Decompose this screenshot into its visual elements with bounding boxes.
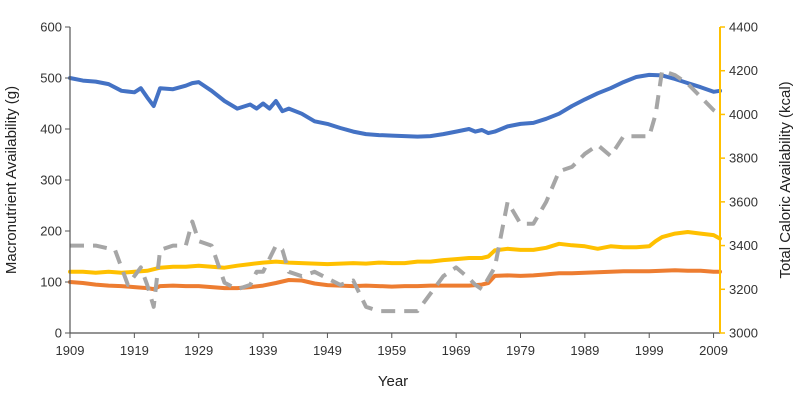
series-line-2 <box>68 230 722 275</box>
x-tick-label: 2009 <box>699 343 728 358</box>
right-y-tick-label: 3800 <box>729 151 758 166</box>
right-y-tick-label: 3200 <box>729 282 758 297</box>
left-y-tick-label: 300 <box>40 173 62 188</box>
right-y-tick-label: 4400 <box>729 20 758 35</box>
left-y-tick-label: 600 <box>40 20 62 35</box>
x-tick-label: 1969 <box>442 343 471 358</box>
x-tick-label: 1979 <box>506 343 535 358</box>
series-line-1 <box>68 72 722 139</box>
x-tick-label: 1999 <box>635 343 664 358</box>
x-axis-ticks: 1909 1919 1929 1939 1949 1959 1969 1979 1989 1999… <box>56 333 728 358</box>
right-y-tick-label: 3400 <box>729 238 758 253</box>
x-axis-title: Year <box>378 373 408 390</box>
left-y-tick-label: 200 <box>40 224 62 239</box>
right-y-tick-label: 3600 <box>729 194 758 209</box>
left-y-axis-ticks: 0 100 200 300 400 500 600 <box>40 20 70 341</box>
right-y-axis-title: Total Caloric Availability (kcal) <box>777 81 794 278</box>
left-y-tick-label: 400 <box>40 122 62 137</box>
x-tick-label: 1939 <box>249 343 278 358</box>
x-tick-label: 1929 <box>184 343 213 358</box>
x-tick-label: 1959 <box>377 343 406 358</box>
x-tick-label: 1909 <box>56 343 85 358</box>
right-y-tick-label: 4000 <box>729 107 758 122</box>
right-y-tick-label: 3000 <box>729 326 758 341</box>
left-y-tick-label: 0 <box>55 326 62 341</box>
x-tick-label: 1949 <box>313 343 342 358</box>
left-y-tick-label: 500 <box>40 71 62 86</box>
left-y-tick-label: 100 <box>40 275 62 290</box>
series-line-3 <box>68 268 722 292</box>
series-line-4 <box>70 68 722 314</box>
x-tick-label: 1919 <box>120 343 149 358</box>
series-lines <box>68 68 722 314</box>
right-y-axis-ticks: 3000 3200 3400 3600 3800 4000 4200 4400 <box>720 20 758 341</box>
left-y-axis-title: Macronutrient Availability (g) <box>3 86 20 274</box>
x-tick-label: 1989 <box>570 343 599 358</box>
right-y-tick-label: 4200 <box>729 63 758 78</box>
